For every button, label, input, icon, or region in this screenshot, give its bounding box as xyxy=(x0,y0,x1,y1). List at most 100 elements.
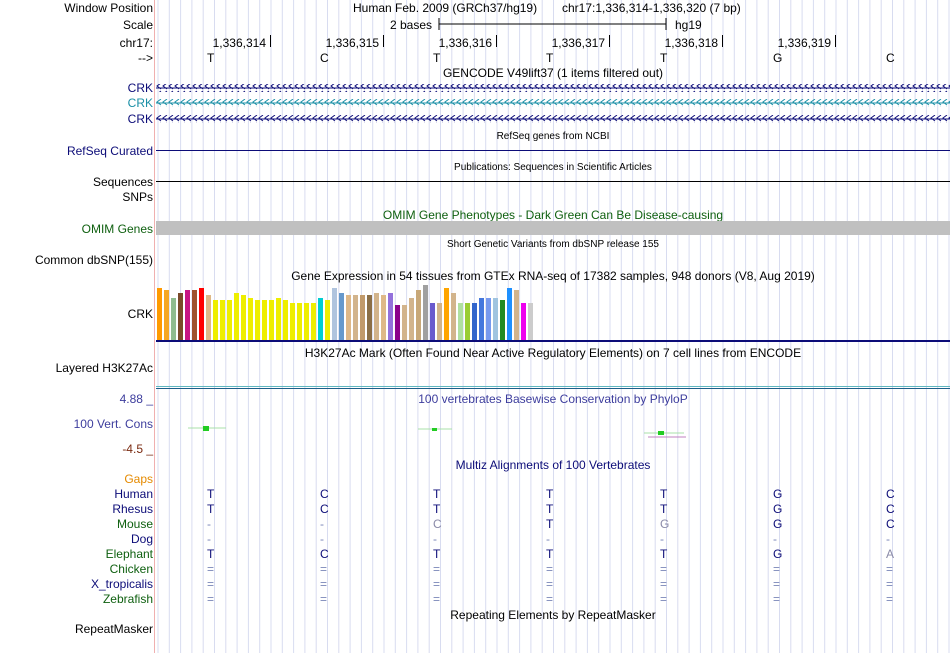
gtex-tissue-bar[interactable] xyxy=(304,303,309,340)
conservation-plot[interactable] xyxy=(156,420,950,444)
gtex-tissue-bar[interactable] xyxy=(318,298,323,340)
gtex-tissue-bar[interactable] xyxy=(437,303,442,340)
gtex-tissue-bar[interactable] xyxy=(325,300,330,340)
gtex-tissue-bar[interactable] xyxy=(262,300,267,340)
gtex-tissue-bar[interactable] xyxy=(374,293,379,340)
sequences-label[interactable]: Sequences xyxy=(92,175,153,189)
gtex-tissue-bar[interactable] xyxy=(346,295,351,340)
gtex-tissue-bar[interactable] xyxy=(367,295,372,340)
gtex-tissue-bar[interactable] xyxy=(206,295,211,340)
conservation-label[interactable]: 100 Vert. Cons xyxy=(73,417,153,431)
multiz-base: - xyxy=(773,532,777,546)
gtex-tissue-bar[interactable] xyxy=(227,300,232,340)
refseq-label[interactable]: RefSeq Curated xyxy=(66,144,153,158)
ruler-base: C xyxy=(320,51,329,65)
omim-label[interactable]: OMIM Genes xyxy=(81,222,153,236)
gtex-tissue-bar[interactable] xyxy=(381,295,386,340)
multiz-species-label[interactable]: Chicken xyxy=(109,562,153,576)
gtex-tissue-bar[interactable] xyxy=(514,290,519,340)
omim-gene-bar[interactable] xyxy=(156,221,950,235)
gtex-tissue-bar[interactable] xyxy=(388,293,393,340)
multiz-species-label[interactable]: Rhesus xyxy=(112,502,153,516)
gtex-tissue-bar[interactable] xyxy=(199,288,204,340)
transcript-3[interactable] xyxy=(156,115,950,123)
gtex-tissue-bar[interactable] xyxy=(451,293,456,340)
h3k27ac-label[interactable]: Layered H3K27Ac xyxy=(55,361,153,375)
gencode-transcripts[interactable] xyxy=(156,82,950,126)
gtex-tissue-bar[interactable] xyxy=(241,295,246,340)
gtex-tissue-bar[interactable] xyxy=(500,300,505,340)
snps-label[interactable]: SNPs xyxy=(122,190,153,204)
gtex-tissue-bar[interactable] xyxy=(472,303,477,340)
gaps-label[interactable]: Gaps xyxy=(124,472,153,486)
publications-line[interactable] xyxy=(156,181,950,182)
gtex-gene-line xyxy=(156,340,950,342)
multiz-species-label[interactable]: Elephant xyxy=(105,547,153,561)
multiz-base: - xyxy=(886,532,890,546)
gtex-tissue-bar[interactable] xyxy=(283,300,288,340)
gtex-tissue-bar[interactable] xyxy=(297,303,302,340)
gtex-tissue-bar[interactable] xyxy=(493,298,498,340)
gtex-tissue-bar[interactable] xyxy=(178,293,183,340)
gencode-crk-label-2[interactable]: CRK xyxy=(127,96,153,110)
multiz-species-label[interactable]: Zebrafish xyxy=(102,592,153,606)
gtex-tissue-bar[interactable] xyxy=(395,305,400,340)
repeatmasker-label[interactable]: RepeatMasker xyxy=(74,622,153,636)
dbsnp-label[interactable]: Common dbSNP(155) xyxy=(34,253,153,267)
multiz-species-label[interactable]: Human xyxy=(114,487,153,501)
multiz-species-label[interactable]: X_tropicalis xyxy=(90,577,153,591)
gtex-tissue-bar[interactable] xyxy=(269,300,274,340)
gtex-tissue-bar[interactable] xyxy=(276,298,281,340)
gtex-tissue-bar[interactable] xyxy=(339,293,344,340)
gtex-tissue-bar[interactable] xyxy=(220,300,225,340)
transcript-1[interactable] xyxy=(156,84,950,92)
gencode-crk-label-1[interactable]: CRK xyxy=(127,81,153,95)
conservation-track-title[interactable]: 100 vertebrates Basewise Conservation by… xyxy=(418,392,688,406)
gtex-tissue-bar[interactable] xyxy=(311,303,316,340)
gtex-tissue-bar[interactable] xyxy=(507,288,512,340)
ruler-tick xyxy=(496,35,497,47)
repeatmasker-track-title[interactable]: Repeating Elements by RepeatMasker xyxy=(450,608,656,622)
gtex-tissue-bar[interactable] xyxy=(192,290,197,340)
gtex-tissue-bar[interactable] xyxy=(332,288,337,340)
gtex-tissue-bar[interactable] xyxy=(423,285,428,340)
gtex-gene-label[interactable]: CRK xyxy=(127,307,153,321)
gtex-tissue-bar[interactable] xyxy=(171,298,176,340)
gtex-tissue-bar[interactable] xyxy=(521,303,526,340)
refseq-track-title[interactable]: RefSeq genes from NCBI xyxy=(496,131,610,142)
gtex-tissue-bar[interactable] xyxy=(416,290,421,340)
gtex-tissue-bar[interactable] xyxy=(213,300,218,340)
multiz-track-title[interactable]: Multiz Alignments of 100 Vertebrates xyxy=(455,458,651,472)
gtex-tissue-bar[interactable] xyxy=(409,298,414,340)
gtex-tissue-bar[interactable] xyxy=(486,298,491,340)
gtex-tissue-bar[interactable] xyxy=(248,298,253,340)
gtex-tissue-bar[interactable] xyxy=(234,293,239,340)
dbsnp-track-title[interactable]: Short Genetic Variants from dbSNP releas… xyxy=(447,239,659,250)
h3k27ac-track-title[interactable]: H3K27Ac Mark (Often Found Near Active Re… xyxy=(304,346,802,360)
refseq-gene-line[interactable] xyxy=(156,150,950,151)
gtex-bar-chart[interactable] xyxy=(156,284,950,340)
gencode-track-title[interactable]: GENCODE V49lift37 (1 items filtered out) xyxy=(442,66,664,80)
gtex-tissue-bar[interactable] xyxy=(185,290,190,340)
publications-track-title[interactable]: Publications: Sequences in Scientific Ar… xyxy=(454,162,652,173)
gtex-tissue-bar[interactable] xyxy=(360,295,365,340)
gtex-tissue-bar[interactable] xyxy=(157,288,162,340)
gtex-tissue-bar[interactable] xyxy=(458,303,463,340)
multiz-species-label[interactable]: Mouse xyxy=(116,517,153,531)
gtex-tissue-bar[interactable] xyxy=(164,290,169,340)
position-readout: chr17:1,336,314-1,336,320 (7 bp) xyxy=(562,1,741,15)
gencode-crk-label-3[interactable]: CRK xyxy=(127,112,153,126)
gtex-tissue-bar[interactable] xyxy=(465,303,470,340)
gtex-tissue-bar[interactable] xyxy=(430,303,435,340)
gtex-tissue-bar[interactable] xyxy=(528,303,533,340)
gtex-tissue-bar[interactable] xyxy=(402,305,407,340)
gtex-track-title[interactable]: Gene Expression in 54 tissues from GTEx … xyxy=(291,269,815,283)
transcript-2[interactable] xyxy=(156,99,950,107)
gtex-tissue-bar[interactable] xyxy=(444,288,449,340)
gtex-tissue-bar[interactable] xyxy=(479,298,484,340)
omim-track-title[interactable]: OMIM Gene Phenotypes - Dark Green Can Be… xyxy=(382,208,724,222)
gtex-tissue-bar[interactable] xyxy=(290,303,295,340)
multiz-species-label[interactable]: Dog xyxy=(130,532,153,546)
gtex-tissue-bar[interactable] xyxy=(353,295,358,340)
gtex-tissue-bar[interactable] xyxy=(255,300,260,340)
